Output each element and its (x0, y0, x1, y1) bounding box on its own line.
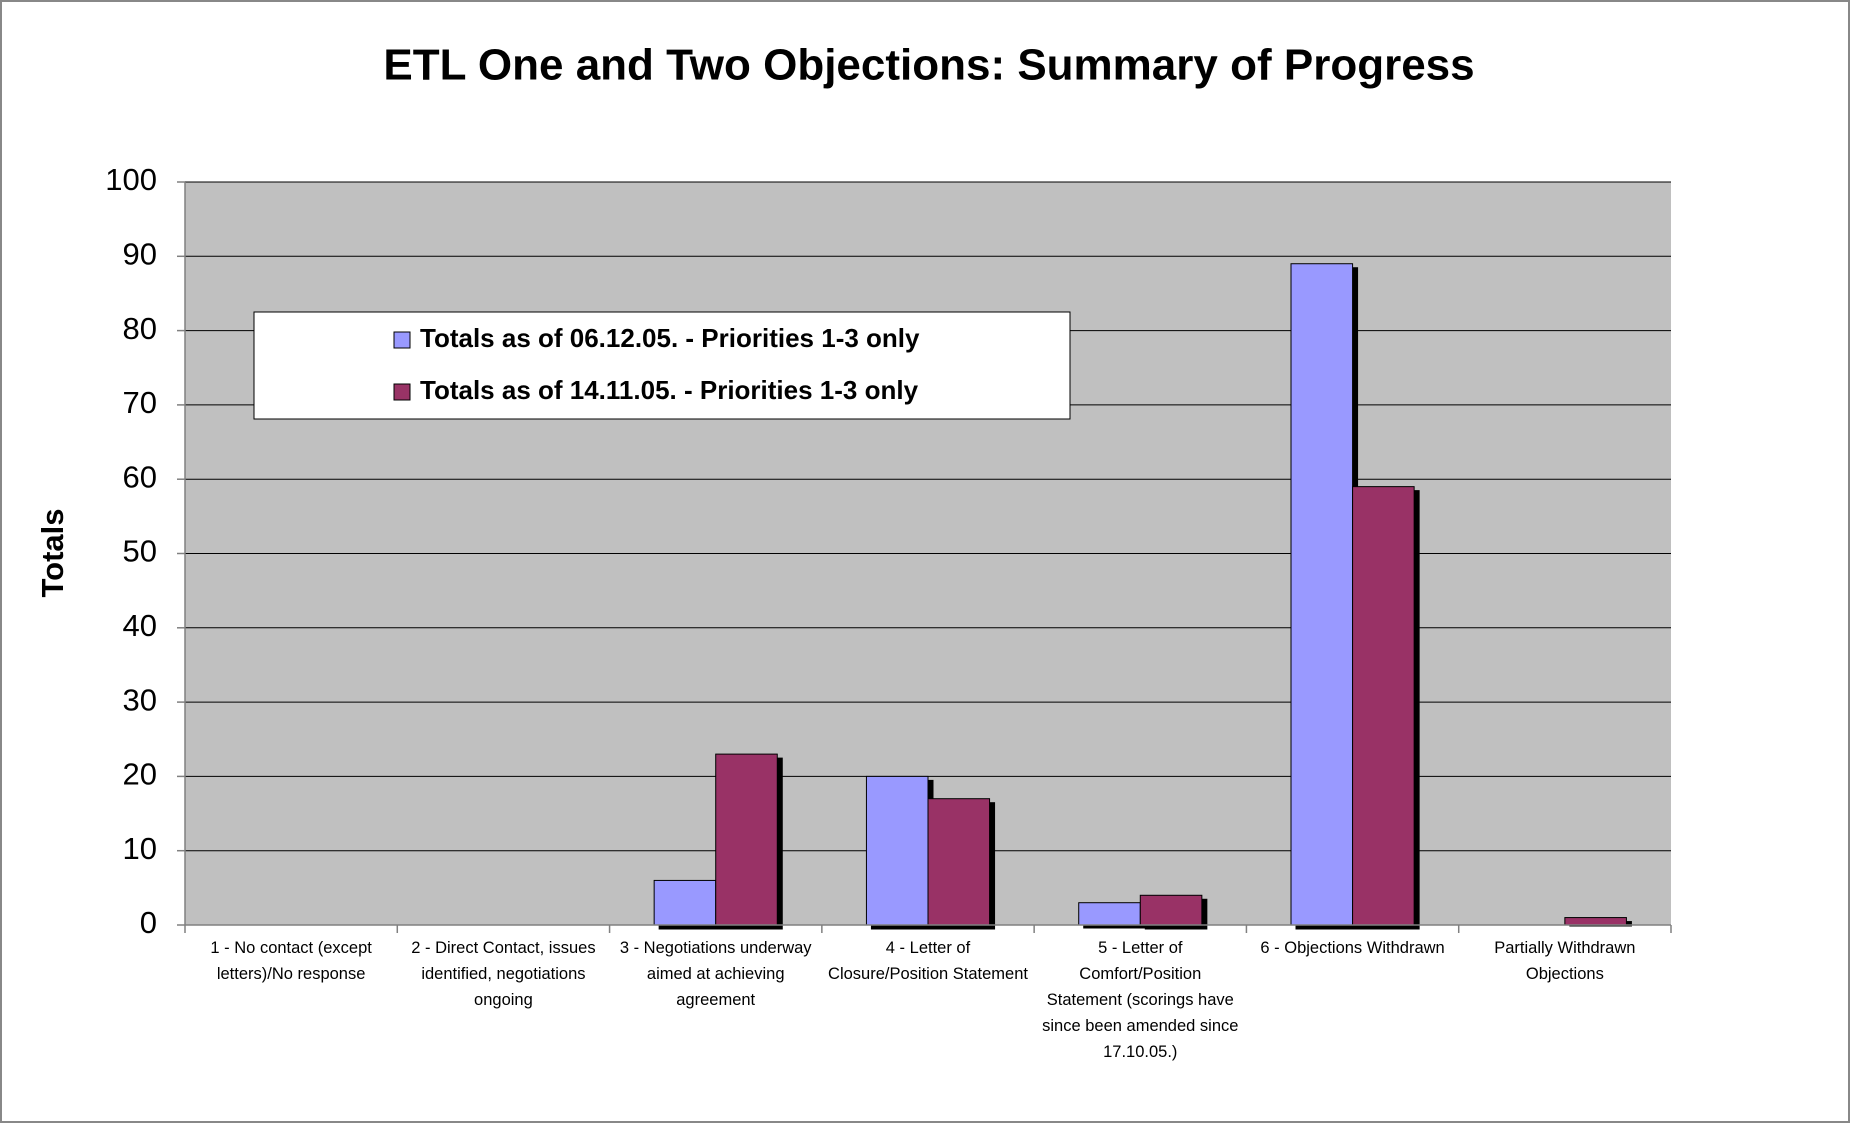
legend-box (253, 311, 1071, 420)
bar (1290, 263, 1354, 926)
y-tick-label: 0 (140, 905, 157, 940)
x-tick-label-box: Partially Withdrawn Objections (1494, 939, 1636, 983)
y-tick-label: 100 (105, 162, 157, 197)
y-tick-label: 90 (123, 236, 157, 271)
x-tick-label: 1 - No contact (except letters)/No respo… (210, 939, 372, 983)
bar (865, 775, 929, 926)
bar (715, 753, 778, 926)
bar (927, 798, 991, 926)
legend-label: Totals as of 14.11.05. - Priorities 1-3 … (420, 375, 919, 405)
bar (1564, 917, 1627, 926)
y-tick-label: 20 (123, 757, 157, 792)
x-tick-label: Partially Withdrawn Objections (1494, 939, 1636, 983)
x-tick-label-box: 2 - Direct Contact, issues identified, n… (411, 939, 596, 1009)
x-tick-label-box: 1 - No contact (except letters)/No respo… (210, 939, 372, 983)
bar (653, 879, 717, 926)
y-tick-label: 80 (123, 311, 157, 346)
x-tick-label: 4 - Letter of Closure/Position Statement (828, 939, 1028, 983)
y-tick-label: 50 (123, 534, 157, 569)
y-tick-label: 10 (123, 831, 157, 866)
chart-title: ETL One and Two Objections: Summary of P… (383, 41, 1474, 90)
x-tick-label: 2 - Direct Contact, issues identified, n… (411, 939, 596, 1009)
y-tick-label: 40 (123, 608, 157, 643)
x-tick-label: 5 - Letter of Comfort/Position Statement… (1042, 939, 1239, 1061)
x-tick-label: 3 - Negotiations underway aimed at achie… (619, 939, 812, 1009)
legend-swatch (393, 383, 411, 401)
y-tick-label: 30 (123, 682, 157, 717)
x-tick-label-box: 5 - Letter of Comfort/Position Statement… (1042, 939, 1239, 1061)
y-tick-label: 60 (123, 459, 157, 494)
y-tick-label: 70 (123, 385, 157, 420)
legend-swatch (393, 331, 411, 349)
x-tick-label-box: 4 - Letter of Closure/Position Statement (828, 939, 1028, 983)
legend-label: Totals as of 06.12.05. - Priorities 1-3 … (420, 323, 920, 353)
x-tick-label-box: 6 - Objections Withdrawn (1260, 939, 1445, 957)
bar (1352, 486, 1415, 926)
bar (1078, 902, 1141, 926)
y-axis-label: Totals (35, 509, 70, 598)
x-tick-label-box: 3 - Negotiations underway aimed at achie… (619, 939, 812, 1009)
bar (1139, 894, 1203, 926)
x-tick-label: 6 - Objections Withdrawn (1260, 939, 1445, 957)
